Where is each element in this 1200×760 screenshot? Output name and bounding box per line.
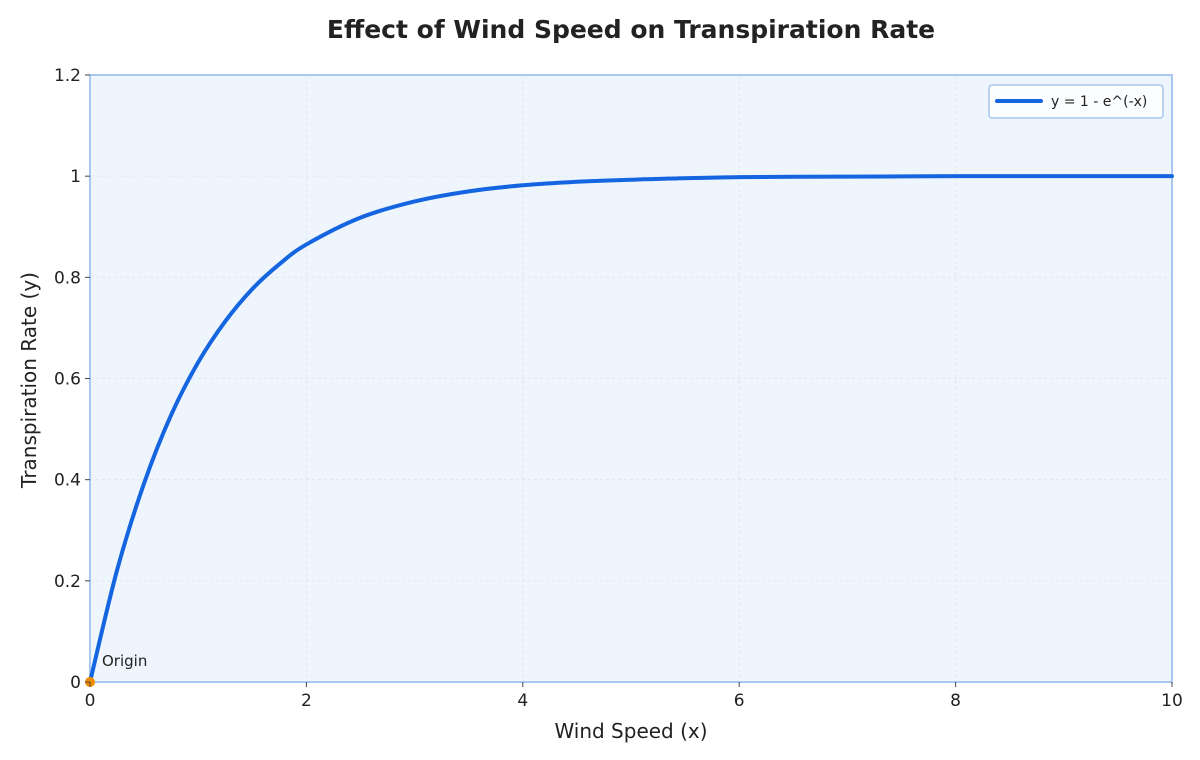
legend-label: y = 1 - e^(-x) [1051, 94, 1147, 110]
x-tick-label-5: 10 [1161, 691, 1183, 711]
series-layer [88, 174, 1174, 684]
x-tick-label-3: 6 [734, 691, 745, 711]
x-tick-label-1: 2 [301, 691, 312, 711]
y-tick-label-2: 0.4 [54, 471, 81, 491]
x-tick-label-2: 4 [517, 691, 528, 711]
legend-box [988, 84, 1164, 119]
legend: y = 1 - e^(-x) [988, 84, 1164, 119]
y-tick-label-6: 1.2 [54, 66, 81, 86]
y-tick-label-4: 0.8 [54, 268, 81, 288]
x-axis-ticks: 0 2 4 6 8 10 [85, 682, 1183, 711]
x-tick-label-4: 8 [950, 691, 961, 711]
y-tick-label-1: 0.2 [54, 572, 81, 592]
y-tick-label-3: 0.6 [54, 370, 81, 390]
y-axis-label: Transpiration Rate (y) [17, 272, 41, 489]
origin-annotation-label: Origin [102, 652, 147, 670]
chart-title: Effect of Wind Speed on Transpiration Ra… [327, 15, 935, 44]
y-axis-ticks: 0 0.2 0.4 0.6 0.8 1 1.2 [54, 66, 90, 693]
grid [90, 75, 1172, 682]
y-tick-label-5: 1 [70, 167, 81, 187]
series-line-0 [88, 174, 1174, 684]
x-tick-label-0: 0 [85, 691, 96, 711]
x-axis-label: Wind Speed (x) [554, 719, 707, 743]
y-tick-label-0: 0 [70, 673, 81, 693]
